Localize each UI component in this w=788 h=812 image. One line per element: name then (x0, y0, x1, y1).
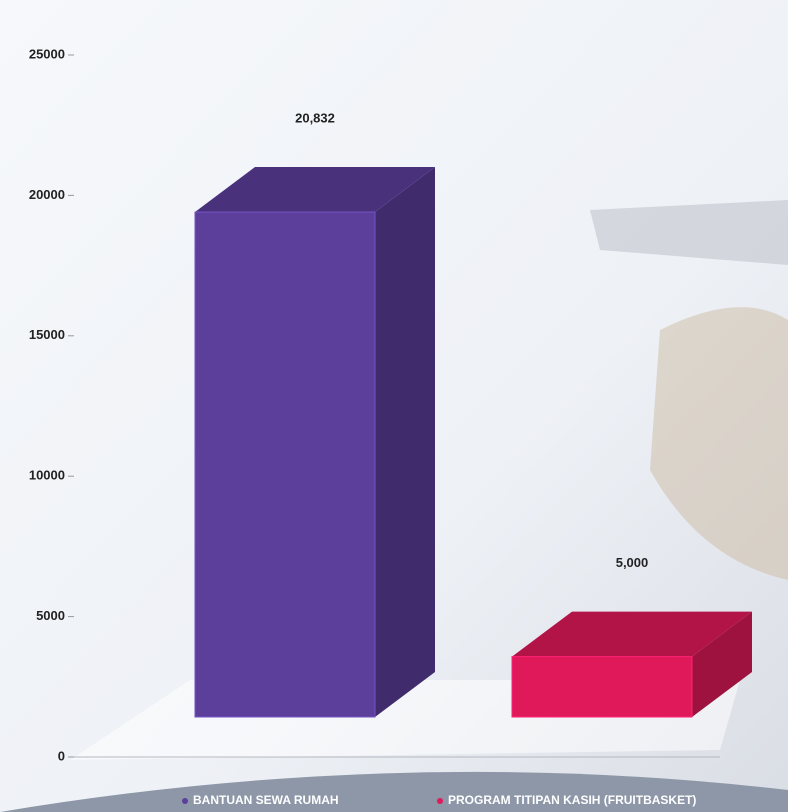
y-tick-label: 15000 (29, 327, 65, 342)
y-tick-label: 0 (58, 748, 65, 763)
legend-marker (182, 798, 188, 804)
legend-label: BANTUAN SEWA RUMAH (193, 793, 339, 807)
photo-shade (590, 200, 788, 265)
photo-shade (650, 307, 788, 580)
value-label: 5,000 (616, 555, 649, 570)
bar-side (375, 167, 435, 717)
y-tick-label: 25000 (29, 46, 65, 61)
bar-top (195, 167, 435, 213)
bar (511, 656, 693, 718)
legend-band (0, 771, 788, 812)
bar-side (692, 611, 752, 717)
bar-top (512, 611, 752, 657)
y-tick-label: 5000 (36, 608, 65, 623)
legend-label: PROGRAM TITIPAN KASIH (FRUITBASKET) (448, 793, 696, 807)
value-label: 20,832 (295, 110, 335, 125)
y-tick-label: 20000 (29, 187, 65, 202)
y-tick-label: 10000 (29, 468, 65, 483)
bar (194, 211, 376, 718)
legend-marker (437, 798, 443, 804)
